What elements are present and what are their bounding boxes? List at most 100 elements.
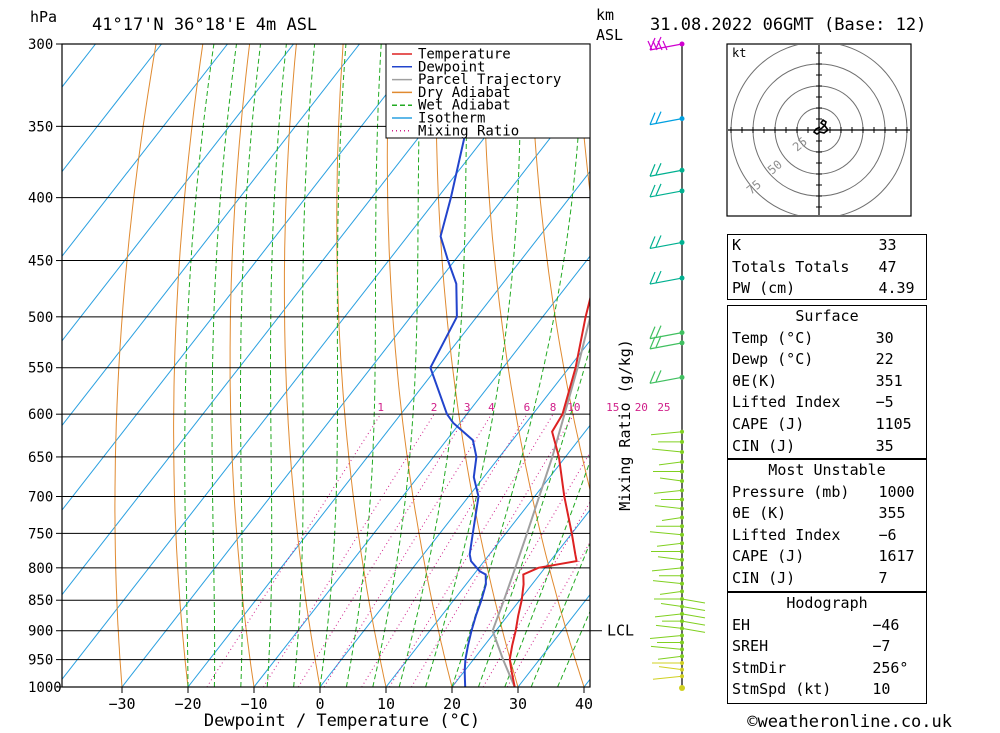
table-row: CIN (J) 35	[732, 436, 894, 455]
general-indices: K 33 Totals Totals 47 PW (cm) 4.39	[728, 235, 926, 300]
location-label: 41°17'N 36°18'E 4m ASL	[92, 15, 317, 35]
hodograph-unit-label: kt	[732, 46, 746, 60]
legend-label: Temperature	[418, 47, 511, 63]
legend-box	[385, 43, 591, 139]
dry-adiabat-line	[435, 44, 519, 687]
wind-barb	[649, 111, 683, 126]
temperature-axis: −30 −20 −10 0 10 20 30 40	[108, 687, 593, 713]
datetime-label: 31.08.2022 06GMT (Base: 12)	[650, 15, 926, 35]
wind-barb	[649, 335, 683, 350]
wind-barb	[651, 567, 683, 572]
pressure-tick-label: 400	[28, 191, 53, 207]
table-row: PW (cm) 4.39	[732, 279, 915, 298]
surface-indices-box: Surface Temp (°C) 30 Dewp (°C) 22 θE(K) 351…	[727, 305, 927, 459]
isotherm-line	[253, 255, 590, 687]
wet-adiabat-line	[319, 44, 347, 687]
pressure-axis: 300 350 400 450 500 550 600 650 700 750 800 850 900 9…	[28, 37, 62, 696]
wet-adiabat-line	[184, 44, 215, 687]
wind-profile	[647, 36, 706, 691]
mixing-ratio-line	[388, 413, 554, 687]
pressure-tick-label: 650	[28, 450, 53, 466]
pressure-tick-label: 800	[28, 561, 53, 577]
wind-barb	[658, 666, 683, 671]
unstable-indices-box: Most Unstable Pressure (mb) 1000 θE (K) 35…	[727, 459, 927, 592]
x-axis-label: Dewpoint / Temperature (°C)	[204, 711, 480, 731]
wind-barb	[650, 645, 683, 650]
table-row: Lifted Index −6	[732, 525, 897, 544]
isotherm-line	[62, 44, 228, 258]
wind-barb	[661, 516, 683, 521]
table-row: θE (K) 355	[732, 504, 906, 523]
surface-indices: Surface Temp (°C) 30 Dewp (°C) 22 θE(K) 351…	[728, 306, 926, 457]
pressure-tick-label: 1000	[28, 680, 62, 696]
wind-barb	[649, 235, 683, 250]
mixing-ratio-labels: 1 2 3 4 6 8 10 15 20 25	[377, 401, 670, 414]
pressure-tick-label: 300	[28, 37, 53, 53]
wind-barb	[653, 489, 683, 494]
lcl-label: LCL	[607, 622, 634, 640]
mixing-ratio-label: 4	[488, 401, 495, 414]
temperature-tick-label: −30	[108, 695, 135, 713]
wind-barb	[659, 590, 683, 595]
wind-level-dot	[679, 685, 685, 691]
wet-adiabat-line	[293, 44, 316, 687]
table-row: Lifted Index −5	[732, 393, 894, 412]
legend-label: Dry Adiabat	[418, 85, 511, 101]
temperature-tick-label: 0	[315, 695, 324, 713]
mixing-ratio-line	[206, 413, 382, 687]
temperature-tick-label: 10	[377, 695, 395, 713]
mixing-ratio-label: 2	[431, 401, 438, 414]
legend-label: Mixing Ratio	[418, 123, 519, 139]
table-row: Totals Totals 47	[732, 257, 897, 276]
isotherm-line	[0, 44, 30, 687]
dry-adiabat-line	[951, 44, 1000, 687]
wind-barb	[681, 605, 706, 611]
wind-barb	[681, 598, 706, 604]
pressure-tick-label: 600	[28, 407, 53, 423]
pressure-tick-label: 850	[28, 593, 53, 609]
mixing-ratio-label: 20	[635, 401, 648, 414]
wind-barb	[681, 627, 706, 633]
wind-barb	[657, 655, 683, 660]
table-row: CAPE (J) 1105	[732, 414, 912, 433]
mixing-ratio-label: 8	[550, 401, 557, 414]
wind-barb	[651, 448, 683, 453]
temperature-tick-label: −10	[240, 695, 267, 713]
sounding-series	[429, 44, 590, 687]
wind-barb	[649, 163, 683, 177]
mixing-ratio-label: 6	[524, 401, 531, 414]
pressure-tick-label: 500	[28, 310, 53, 326]
table-row: θE(K) 351	[732, 371, 903, 390]
hodograph-indices: Hodograph EH −46 SREH −7 StmDir 256° StmSpd…	[728, 593, 926, 701]
legend-label: Wet Adiabat	[418, 98, 511, 114]
mixing-ratio-label: 25	[657, 401, 670, 414]
wind-barb	[659, 477, 683, 482]
mixing-ratio-line	[506, 541, 590, 687]
series-temperature	[508, 295, 590, 687]
isotherm-line	[62, 44, 558, 681]
wind-barb	[649, 325, 683, 340]
wet-adiabat-line	[398, 44, 469, 687]
unstable-indices: Most Unstable Pressure (mb) 1000 θE (K) 35…	[728, 460, 926, 590]
table-row: EH −46	[732, 615, 900, 634]
wind-barb	[649, 270, 683, 285]
temperature-tick-label: −20	[174, 695, 201, 713]
wind-barb	[647, 36, 683, 51]
dry-adiabat-line	[483, 44, 585, 687]
pressure-tick-label: 450	[28, 254, 53, 270]
temperature-tick-label: 30	[509, 695, 527, 713]
wind-barb	[655, 624, 683, 629]
table-row: StmDir 256°	[732, 658, 909, 677]
wind-barb	[650, 431, 683, 436]
wind-barb	[656, 542, 683, 547]
isotherm-line	[62, 44, 360, 427]
mixing-ratio-line	[361, 413, 528, 687]
wet-adiabat-line	[266, 44, 287, 687]
temperature-tick-label: 20	[443, 695, 461, 713]
mixing-ratio-line	[323, 413, 492, 687]
table-row: K 33	[732, 236, 897, 254]
table-row: Temp (°C) 30	[732, 328, 894, 347]
table-row: CAPE (J) 1617	[732, 547, 915, 566]
